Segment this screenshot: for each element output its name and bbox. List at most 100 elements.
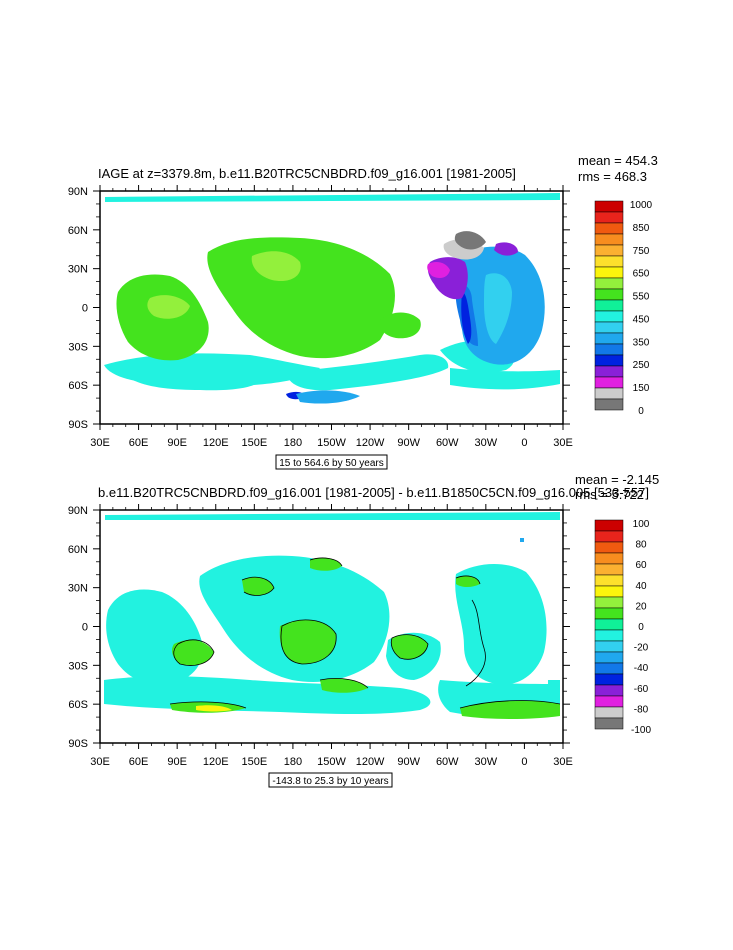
x-tick-label: 90W — [397, 756, 420, 768]
colorbar-label: 450 — [633, 314, 650, 325]
panel-2-rms: rms = 5.722 — [575, 487, 644, 502]
x-tick-label: 60W — [436, 756, 459, 768]
x-tick-label: 120W — [356, 437, 385, 449]
field-region — [427, 262, 450, 278]
field-region — [104, 676, 431, 714]
colorbar-label: 1000 — [630, 200, 653, 211]
panel-2-range-box — [268, 772, 393, 788]
x-tick-label: 60E — [129, 437, 149, 449]
field-region — [320, 678, 368, 693]
field-region — [104, 353, 320, 387]
y-tick-label: 90N — [68, 186, 88, 198]
colorbar-swatch — [594, 321, 624, 334]
panel-1-rms: rms = 468.3 — [578, 169, 647, 184]
panel-1-colorbar: 1000 850 750 650 550 450 350 250 150 0 — [594, 200, 653, 417]
field-region — [105, 193, 560, 202]
y-tick-label: 30N — [68, 264, 88, 276]
colorbar-label: 850 — [633, 223, 650, 234]
colorbar-swatch — [594, 354, 624, 367]
colorbar-swatch — [594, 585, 624, 598]
x-tick-label: 180 — [284, 437, 302, 449]
colorbar-swatch — [594, 266, 624, 279]
field-region — [310, 558, 342, 571]
colorbar-label: 250 — [633, 360, 650, 371]
panel-1-ticks: 30E 60E 90E 120E 150E 180 150W 120W 90W 60W 30W 0 30… — [68, 185, 573, 449]
panel-1-range-label: 15 to 564.6 by 50 years — [279, 458, 384, 469]
y-tick-label: 60S — [68, 699, 88, 711]
y-tick-label: 60N — [68, 225, 88, 237]
field-region — [460, 700, 560, 719]
colorbar-swatch — [594, 277, 624, 290]
x-tick-label: 30W — [475, 437, 498, 449]
colorbar-label: 0 — [638, 622, 644, 633]
colorbar-label: 750 — [633, 246, 650, 257]
field-region — [279, 619, 337, 664]
x-tick-label: 150E — [241, 756, 267, 768]
colorbar-swatch — [594, 332, 624, 345]
colorbar-swatch — [594, 541, 624, 554]
colorbar-swatch — [594, 552, 624, 565]
y-tick-label: 30N — [68, 583, 88, 595]
x-tick-label: 60E — [129, 756, 149, 768]
y-tick-label: 90N — [68, 505, 88, 517]
x-tick-label: 30E — [553, 756, 573, 768]
colorbar-swatch — [594, 684, 624, 697]
field-region — [548, 680, 560, 696]
colorbar-swatch — [594, 211, 624, 224]
x-tick-label: 30W — [475, 756, 498, 768]
field-region — [450, 368, 560, 390]
colorbar-label: 350 — [633, 337, 650, 348]
colorbar-swatch — [594, 618, 624, 631]
field-region — [454, 231, 486, 250]
x-tick-label: 120W — [356, 756, 385, 768]
panel-2-range-label: -143.8 to 25.3 by 10 years — [272, 776, 388, 787]
panel-1-mean: mean = 454.3 — [578, 153, 658, 168]
contour-line — [309, 557, 343, 567]
panel-2-mean: mean = -2.145 — [575, 472, 659, 487]
colorbar-swatch — [594, 233, 624, 246]
colorbar-label: 40 — [635, 581, 647, 592]
panel-1-map — [104, 193, 560, 404]
field-region — [379, 312, 421, 339]
colorbar-swatch — [594, 629, 624, 642]
colorbar-label: -20 — [634, 643, 649, 654]
x-tick-label: 90W — [397, 437, 420, 449]
panel-2-colorbar: 100 80 60 40 20 0 -20 -40 -60 -80 -100 — [594, 519, 651, 736]
colorbar-swatch — [594, 310, 624, 323]
colorbar-swatch — [594, 255, 624, 268]
x-tick-label: 120E — [203, 437, 229, 449]
field-region — [242, 577, 274, 596]
colorbar-swatch — [594, 200, 624, 213]
colorbar-label: 20 — [635, 601, 647, 612]
field-region — [251, 251, 301, 282]
colorbar-swatch — [594, 376, 624, 389]
contour-line — [169, 701, 247, 709]
contour-line — [173, 639, 215, 666]
colorbar-swatch — [594, 662, 624, 675]
colorbar-swatch — [594, 387, 624, 400]
x-tick-label: 60W — [436, 437, 459, 449]
colorbar-swatch — [594, 651, 624, 664]
y-tick-label: 90S — [68, 419, 88, 431]
field-region — [494, 242, 518, 256]
field-region — [172, 639, 214, 666]
colorbar-swatch — [594, 244, 624, 257]
field-region — [520, 538, 524, 542]
colorbar-swatch — [594, 607, 624, 620]
y-tick-label: 60N — [68, 544, 88, 556]
field-region — [105, 512, 560, 520]
colorbar-swatch — [594, 706, 624, 719]
colorbar-swatch — [594, 563, 624, 576]
contour-line — [241, 576, 275, 596]
y-tick-label: 30S — [68, 341, 88, 353]
field-region — [106, 589, 203, 686]
field-region — [147, 295, 190, 319]
y-tick-label: 60S — [68, 380, 88, 392]
x-tick-label: 90E — [167, 756, 187, 768]
field-region — [391, 634, 428, 660]
y-tick-label: 90S — [68, 738, 88, 750]
field-region — [456, 576, 480, 587]
contour-line — [459, 700, 561, 709]
panel-2: b.e11.B20TRC5CNBDRD.f09_g16.001 [1981-20… — [68, 472, 659, 788]
